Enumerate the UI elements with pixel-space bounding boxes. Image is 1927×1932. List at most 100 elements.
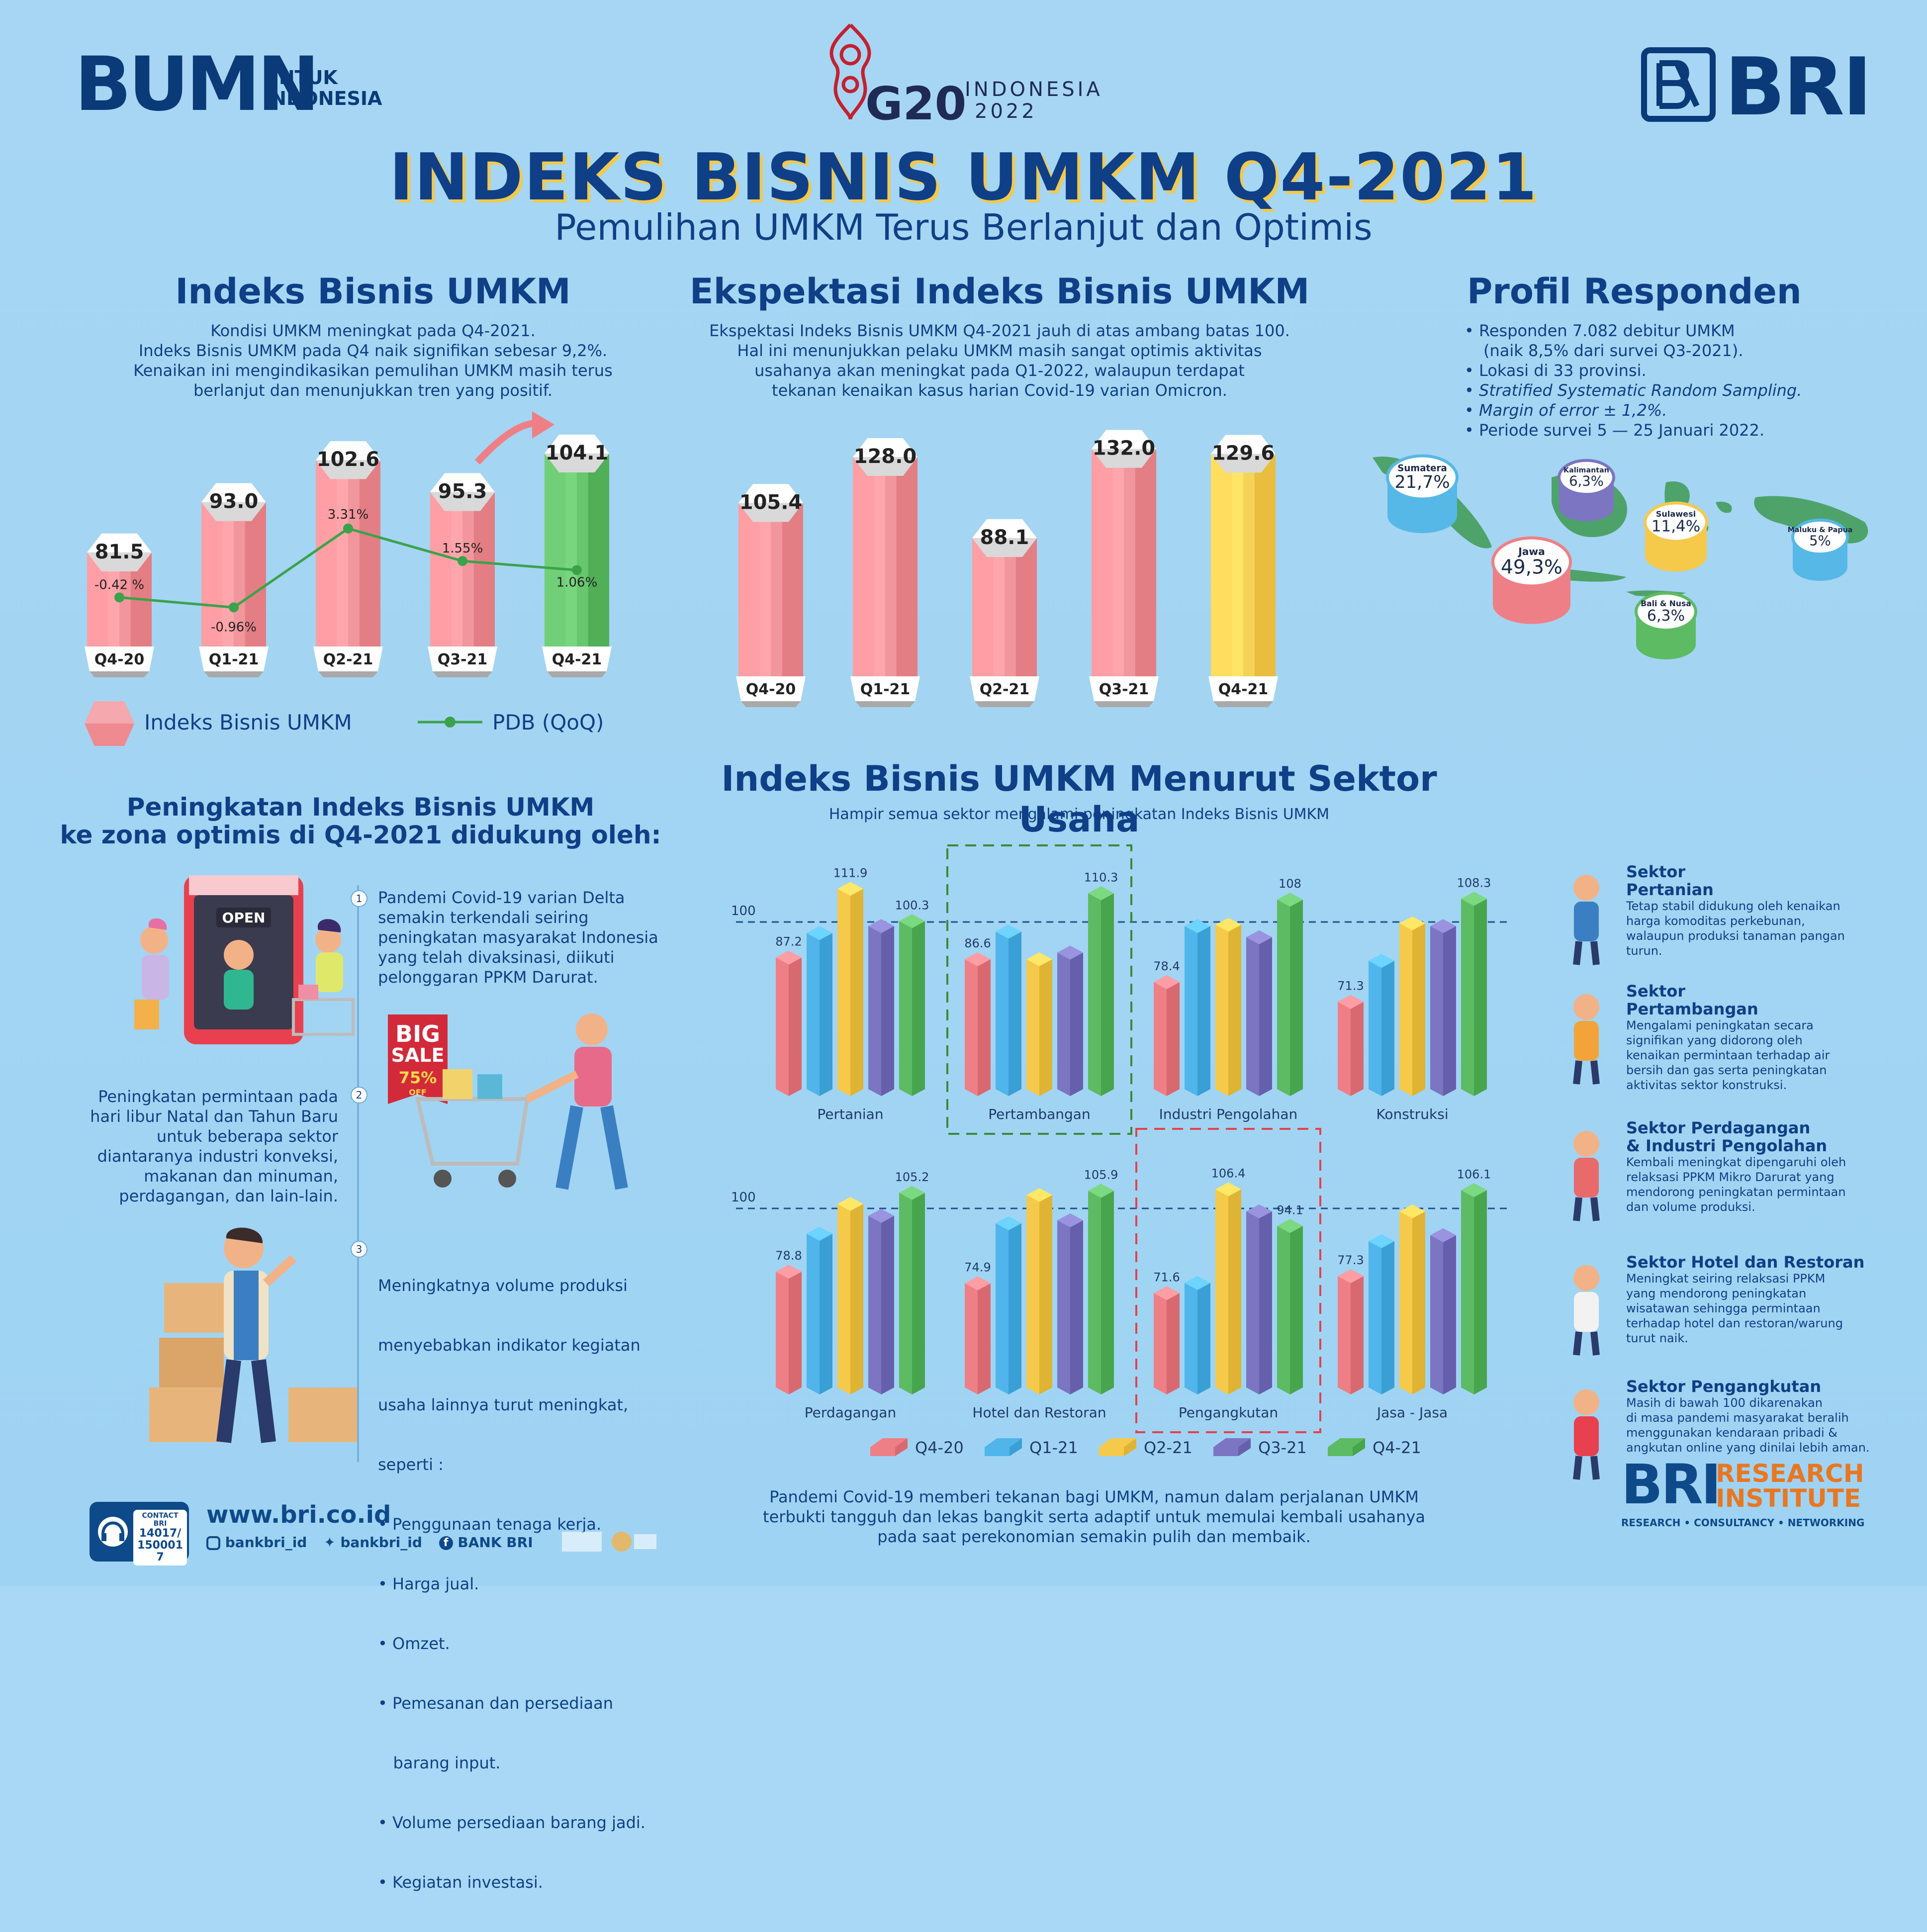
sector-info-desc: turut naik. [1626, 1331, 1688, 1345]
research-bri-text: BRI [1621, 1453, 1721, 1516]
sector-info-desc: bersih dan gas serta peningkatan [1626, 1063, 1827, 1077]
point3-line: • Omzet. [378, 1634, 450, 1653]
point3-line: barang input. [378, 1753, 501, 1772]
legend-index-label: Indeks Bisnis UMKM [144, 710, 352, 735]
legend-label: Q1-21 [1029, 1438, 1078, 1457]
category-plate-shade [975, 701, 1034, 707]
facebook-handle[interactable]: BANK BRI [458, 1534, 533, 1551]
sector-bar-side [1412, 923, 1425, 1096]
legend-label: Q4-21 [1373, 1438, 1421, 1457]
section2-desc: Ekspektasi Indeks Bisnis UMKM Q4-2021 ja… [681, 321, 1318, 400]
point3-line: • Penggunaan tenaga kerja. [378, 1515, 602, 1534]
main-title: INDEKS BISNIS UMKM Q4-2021 [389, 139, 1538, 215]
index-bar: 95.3 Q3-21 [428, 473, 497, 677]
sector-name-label: Perdagangan [805, 1404, 896, 1421]
sector-value-label: 105.9 [1084, 1168, 1118, 1182]
point1-line: peningkatan masyarakat Indonesia [378, 928, 658, 947]
index-bar: 102.6 Q2-21 [313, 441, 383, 677]
category-plate-shade [1213, 701, 1273, 707]
sector-value-label: 105.2 [895, 1170, 929, 1184]
profile-item: • Periode survei 5 — 25 Januari 2022. [1465, 421, 1765, 440]
category-label: Q1-21 [209, 651, 259, 668]
sector-bar-side [1381, 1241, 1394, 1394]
region-name: Jawa [1517, 546, 1545, 557]
sector-info-desc: di masa pandemi masyarakat beralih [1626, 1411, 1849, 1425]
sector-info-desc: wisatawan sehingga permintaan [1626, 1301, 1821, 1315]
point3-line: Meningkatnya volume produksi [378, 1276, 628, 1295]
category-plate [1089, 676, 1159, 701]
category-plate-shade [741, 701, 801, 707]
section2-desc-line: Hal ini menunjukkan pelaku UMKM masih sa… [737, 341, 1262, 360]
region-value: 5% [1809, 533, 1831, 549]
big-sale-cart-illustration: BIG SALE 75% OFF [388, 1013, 628, 1190]
main-subtitle: Pemulihan UMKM Terus Berlanjut dan Optim… [554, 206, 1373, 248]
sector-info-item: Sektor Pertambangan Mengalami peningkatan … [1626, 982, 1875, 1093]
sector-group: 78.4 108 Industri Pengolahan [1153, 877, 1303, 1122]
sector-bar-top [807, 926, 832, 940]
sector-bar-side [850, 1204, 863, 1394]
point1-line: yang telah divaksinasi, diikuti [378, 948, 615, 967]
sector-bar-side [1228, 1189, 1241, 1394]
point3-line: • Harga jual. [378, 1574, 479, 1593]
category-plate [736, 676, 806, 701]
sector-bar-side [1474, 899, 1487, 1096]
index-chart: 81.5 Q4-20 93.0 Q1-21 102.6 Q2-21 95.3 Q3-21 104… [85, 411, 612, 677]
website-link[interactable]: www.bri.co.id [206, 1501, 391, 1529]
twitter-handle[interactable]: bankbri_id [340, 1534, 422, 1551]
instagram-handle[interactable]: bankbri_id [225, 1534, 307, 1551]
sector-bar-top [1088, 1184, 1114, 1198]
sector-info-desc: Tetap stabil didukung oleh kenaikan [1626, 899, 1840, 913]
sector-group: 87.2 111.9 100.3 Pertanian [775, 866, 929, 1122]
sector-info-desc: yang mendorong peningkatan [1626, 1287, 1807, 1300]
sector-bar-side [850, 889, 863, 1096]
sector-info-desc: angkutan online yang dinilai lebih aman. [1626, 1441, 1870, 1455]
region-value: 49,3% [1501, 556, 1562, 578]
sector-bar-side [1381, 961, 1394, 1096]
sector-bar-top [837, 882, 863, 896]
pdb-point [343, 523, 353, 534]
sector-info-desc: aktivitas sektor konstruksi. [1626, 1078, 1787, 1092]
sector-value-label: 100.3 [895, 898, 929, 912]
point2-number: 2 [351, 1087, 367, 1104]
g20-text: G20 [865, 77, 967, 130]
pdb-label: 3.31% [328, 507, 369, 522]
sector-value-label: 86.6 [964, 936, 991, 950]
sector-name-label: Pertambangan [988, 1106, 1090, 1122]
sector-bar-top [899, 1186, 925, 1200]
section1-desc-line: Indeks Bisnis UMKM pada Q4 naik signifik… [138, 341, 608, 360]
bumn-logo-text: BUMN [75, 41, 320, 128]
facebook-icon: f [439, 1536, 453, 1550]
sector-value-label: 108 [1279, 877, 1301, 891]
column-value-label: 132.0 [1093, 437, 1156, 460]
sector-info-item: Sektor Perdagangan & Industri Pengolahan K… [1626, 1119, 1875, 1214]
sector-group: 71.3 108.3 Konstruksi [1337, 876, 1491, 1122]
sector-bar-top [1057, 945, 1083, 960]
sector-value-label: 78.4 [1153, 959, 1180, 973]
section4-title-line1: Peningkatan Indeks Bisnis UMKM [126, 793, 595, 822]
point1-number: 1 [351, 890, 367, 907]
closing-line: Pandemi Covid-19 memberi tekanan bagi UM… [769, 1487, 1419, 1506]
headset-icon [98, 1517, 128, 1547]
sector-bar-top [1338, 995, 1364, 1009]
sector-bar-top [1338, 1269, 1364, 1284]
bumn-tagline: UNTUK INDONESIA [264, 67, 382, 109]
point3-line: • Kegiatan investasi. [378, 1873, 543, 1892]
point2-line: untuk beberapa sektor [156, 1127, 338, 1146]
column-cap-shade [853, 457, 918, 476]
sector-bar-top [868, 919, 894, 933]
region-name: Kalimantan [1563, 466, 1609, 474]
legend-line-icon [418, 717, 482, 728]
contact-card: CONTACT BRI 14017/ 1500017 [90, 1502, 189, 1565]
point2-text: Peningkatan permintaan pada hari libur N… [50, 1087, 338, 1206]
category-plate-shade [90, 671, 149, 677]
pdb-label: -0.42 % [94, 577, 144, 592]
point3-number: 3 [351, 1241, 367, 1258]
sector-bar-side [1351, 1276, 1364, 1394]
respondent-profile-list: • Responden 7.082 debitur UMKM (naik 8,5… [1465, 321, 1872, 440]
sector-bar-side [1351, 1002, 1364, 1096]
section2-title: Ekspektasi Indeks Bisnis UMKM [689, 271, 1310, 312]
sector-bar-side [978, 959, 991, 1096]
